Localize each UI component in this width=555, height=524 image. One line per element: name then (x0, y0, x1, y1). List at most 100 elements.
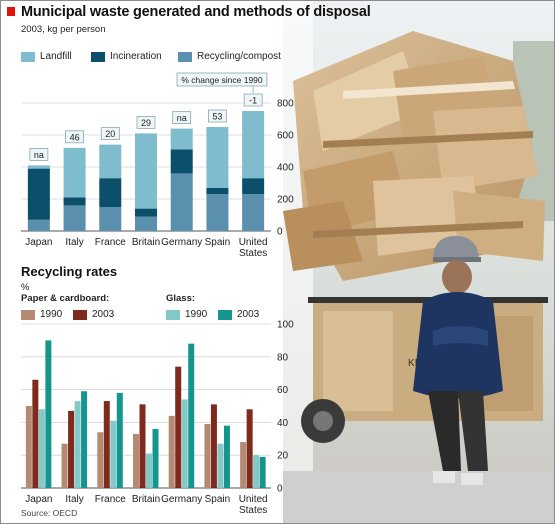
change-box (100, 127, 120, 140)
x-tick-label: Spain (205, 237, 231, 248)
bar-segment (242, 178, 265, 195)
bar (25, 406, 32, 488)
bar (110, 420, 117, 488)
legend-paper-2003: 2003 (73, 309, 114, 320)
legend-label: 1990 (40, 309, 63, 320)
legend-glass-1990: 1990 (166, 309, 207, 320)
bar (204, 424, 211, 488)
y-tick-label: 40 (277, 418, 289, 429)
bar (253, 455, 260, 488)
change-label: 20 (105, 129, 115, 139)
cardboard-photo: KINGH (283, 1, 554, 523)
recycling-unit: % (21, 282, 30, 293)
change-box (65, 130, 84, 144)
bar-segment (99, 144, 122, 179)
x-tick-label: Britain (132, 237, 160, 248)
change-label: 46 (70, 132, 80, 142)
x-tick-label: France (95, 494, 127, 505)
bar-segment (63, 147, 86, 198)
change-box (29, 147, 49, 161)
legend-label: Incineration (110, 51, 162, 62)
bar-segment (135, 208, 157, 217)
change-title: % change since 1990 (181, 75, 263, 85)
bar (181, 399, 188, 488)
change-label: 29 (141, 118, 151, 128)
bar-segment (170, 149, 193, 174)
recycling-title: Recycling rates (21, 264, 118, 279)
bar (81, 391, 88, 488)
bar (246, 409, 253, 488)
bar (133, 433, 139, 488)
x-tick-label: Spain (205, 494, 231, 505)
bar-segment (27, 165, 50, 169)
x-tick-label: Germany (161, 494, 202, 505)
legend-glass-2003: 2003 (218, 309, 259, 320)
legend-label: Recycling/compost (197, 51, 281, 62)
chart-title: Municipal waste generated and methods of… (21, 4, 371, 20)
bar (103, 401, 110, 488)
bar (240, 442, 247, 488)
legend-swatch (91, 51, 105, 62)
bar (146, 453, 152, 488)
change-label: -1 (249, 96, 257, 106)
legend-paper-1990: 1990 (21, 309, 62, 320)
bar (210, 404, 217, 488)
x-tick-label: Britain (132, 494, 160, 505)
bar (45, 340, 52, 488)
change-label: na (34, 150, 44, 160)
x-tick-label: Italy (65, 237, 83, 248)
group-paper: Paper & cardboard: (21, 293, 110, 304)
chart-subtitle: 2003, kg per person (21, 24, 106, 35)
bar-segment (242, 111, 265, 179)
change-box (172, 111, 192, 124)
accent-mark (7, 7, 15, 16)
y-tick-label: 400 (277, 163, 294, 174)
legend-swatch (21, 51, 35, 62)
legend-swatch (21, 309, 35, 320)
bar (175, 366, 182, 488)
bar-segment (206, 194, 229, 231)
bar (168, 415, 175, 488)
y-tick-label: 20 (277, 451, 289, 462)
x-tick-label: Germany (161, 237, 202, 248)
x-tick-label: Japan (25, 237, 52, 248)
bar-segment (27, 219, 50, 231)
bar-segment (99, 207, 122, 231)
bar (38, 409, 45, 488)
legend-recycling: Recycling/compost (178, 51, 281, 62)
bar-segment (135, 216, 157, 231)
legend-label: Landfill (40, 51, 72, 62)
legend-label: 2003 (92, 309, 115, 320)
bar-segment (99, 178, 122, 207)
bar-segment (135, 133, 157, 209)
bar-segment (27, 168, 50, 220)
legend-swatch (218, 309, 232, 320)
bar-segment (170, 128, 193, 150)
bar (61, 443, 68, 488)
y-tick-label: 800 (277, 99, 294, 110)
change-box (208, 109, 227, 123)
y-tick-label: 600 (277, 131, 294, 142)
y-tick-label: 100 (277, 320, 294, 331)
legend-swatch (73, 309, 87, 320)
bar (68, 410, 75, 488)
bar-segment (63, 205, 86, 231)
bar (152, 428, 159, 488)
legend-swatch (166, 309, 180, 320)
change-box (136, 116, 156, 129)
bar (139, 404, 146, 488)
man-figure (413, 236, 503, 485)
x-tick-label: United (239, 237, 268, 248)
change-label: 53 (212, 112, 222, 122)
bar (223, 425, 230, 488)
bar (217, 443, 224, 488)
bar (259, 456, 266, 488)
x-tick-label: States (239, 505, 267, 516)
bar-segment (242, 194, 265, 231)
y-tick-label: 0 (277, 484, 283, 495)
bar-segment (206, 127, 229, 188)
y-tick-label: 60 (277, 385, 289, 396)
x-tick-label: United (239, 494, 268, 505)
